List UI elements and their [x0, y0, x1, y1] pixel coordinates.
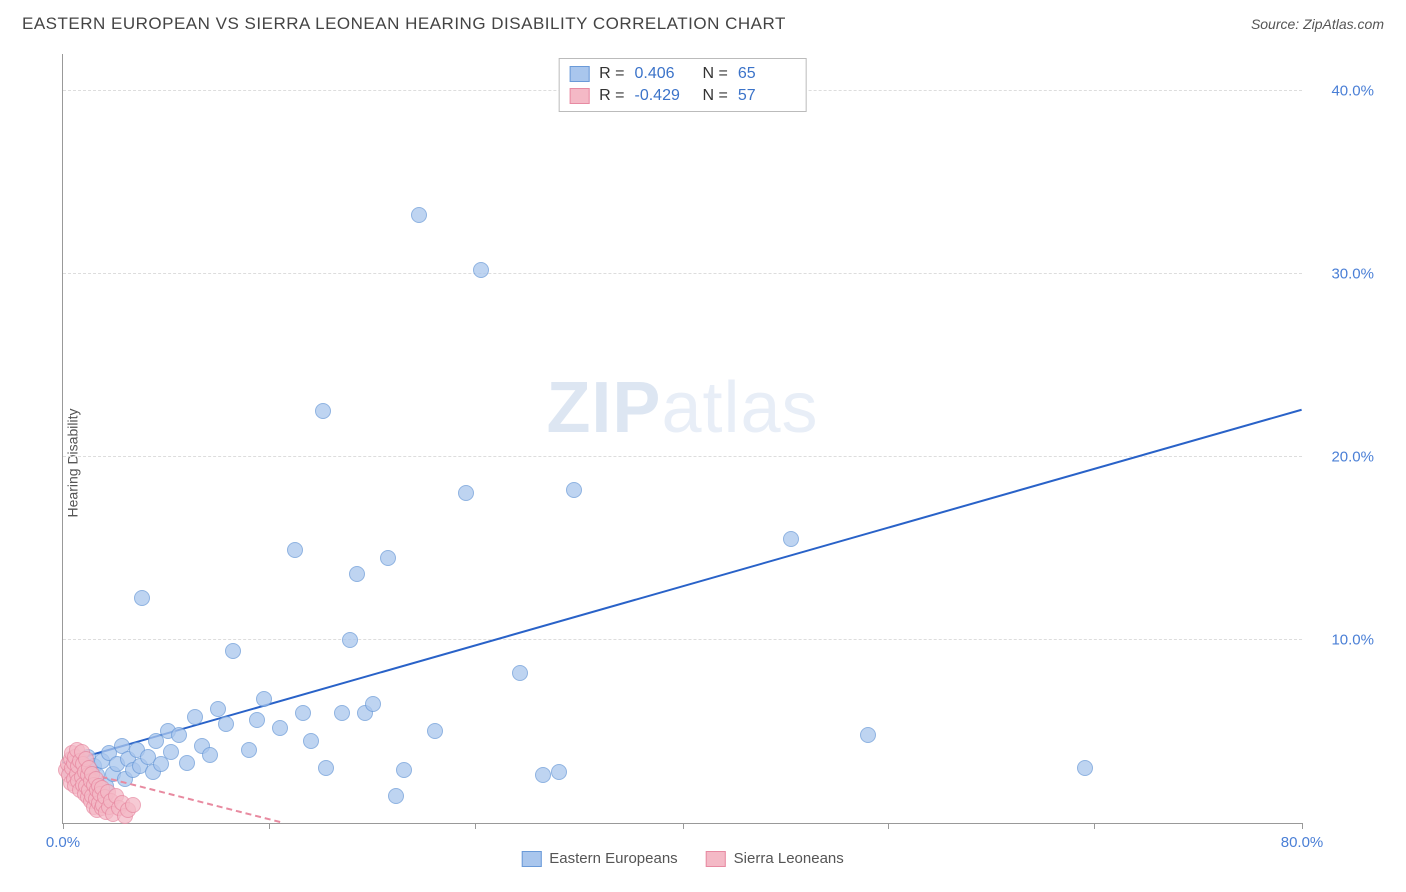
- data-point: [163, 744, 179, 760]
- y-tick-label: 10.0%: [1331, 631, 1374, 648]
- gridline: [63, 273, 1302, 274]
- data-point: [473, 262, 489, 278]
- data-point: [535, 767, 551, 783]
- data-point: [225, 643, 241, 659]
- series-swatch: [569, 88, 589, 104]
- plot-area: ZIPatlas R = 0.406 N = 65 R = -0.429 N =…: [62, 54, 1302, 824]
- data-point: [256, 691, 272, 707]
- stat-label-n: N =: [703, 65, 728, 83]
- legend-item: Sierra Leoneans: [706, 850, 844, 867]
- x-tick: [1094, 823, 1095, 829]
- stat-value-r: 0.406: [635, 65, 693, 83]
- stat-label-n: N =: [703, 87, 728, 105]
- legend-item: Eastern Europeans: [521, 850, 677, 867]
- data-point: [187, 709, 203, 725]
- stat-label-r: R =: [599, 65, 624, 83]
- series-swatch: [569, 66, 589, 82]
- data-point: [860, 727, 876, 743]
- data-point: [411, 207, 427, 223]
- data-point: [179, 755, 195, 771]
- data-point: [218, 716, 234, 732]
- data-point: [171, 727, 187, 743]
- data-point: [365, 696, 381, 712]
- data-point: [295, 705, 311, 721]
- y-tick-label: 30.0%: [1331, 265, 1374, 282]
- legend-label: Sierra Leoneans: [734, 850, 844, 867]
- x-tick: [475, 823, 476, 829]
- source-attribution: Source: ZipAtlas.com: [1251, 16, 1384, 32]
- data-point: [210, 701, 226, 717]
- x-tick: [888, 823, 889, 829]
- data-point: [134, 590, 150, 606]
- data-point: [551, 764, 567, 780]
- data-point: [396, 762, 412, 778]
- watermark-suffix: atlas: [661, 368, 818, 448]
- data-point: [287, 542, 303, 558]
- chart-header: EASTERN EUROPEAN VS SIERRA LEONEAN HEARI…: [0, 0, 1406, 42]
- x-tick: [63, 823, 64, 829]
- data-point: [249, 712, 265, 728]
- data-point: [512, 665, 528, 681]
- chart-title: EASTERN EUROPEAN VS SIERRA LEONEAN HEARI…: [22, 14, 786, 34]
- stats-row: R = 0.406 N = 65: [569, 63, 796, 85]
- series-swatch: [706, 851, 726, 867]
- data-point: [318, 760, 334, 776]
- data-point: [342, 632, 358, 648]
- stat-value-n: 65: [738, 65, 796, 83]
- data-point: [427, 723, 443, 739]
- series-legend: Eastern Europeans Sierra Leoneans: [521, 850, 844, 867]
- data-point: [315, 403, 331, 419]
- trend-line: [63, 409, 1303, 764]
- stat-value-r: -0.429: [635, 87, 693, 105]
- stat-label-r: R =: [599, 87, 624, 105]
- data-point: [566, 482, 582, 498]
- x-tick-label: 0.0%: [46, 834, 80, 851]
- data-point: [153, 756, 169, 772]
- data-point: [380, 550, 396, 566]
- x-tick: [269, 823, 270, 829]
- stat-value-n: 57: [738, 87, 796, 105]
- y-tick-label: 40.0%: [1331, 82, 1374, 99]
- data-point: [388, 788, 404, 804]
- data-point: [125, 797, 141, 813]
- stats-legend: R = 0.406 N = 65 R = -0.429 N = 57: [558, 58, 807, 112]
- watermark-prefix: ZIP: [546, 368, 661, 448]
- data-point: [272, 720, 288, 736]
- data-point: [241, 742, 257, 758]
- data-point: [458, 485, 474, 501]
- x-tick: [1302, 823, 1303, 829]
- data-point: [349, 566, 365, 582]
- data-point: [783, 531, 799, 547]
- data-point: [303, 733, 319, 749]
- gridline: [63, 639, 1302, 640]
- series-swatch: [521, 851, 541, 867]
- gridline: [63, 456, 1302, 457]
- stats-row: R = -0.429 N = 57: [569, 85, 796, 107]
- legend-label: Eastern Europeans: [549, 850, 677, 867]
- data-point: [202, 747, 218, 763]
- y-tick-label: 20.0%: [1331, 448, 1374, 465]
- data-point: [1077, 760, 1093, 776]
- x-tick-label: 80.0%: [1281, 834, 1324, 851]
- data-point: [334, 705, 350, 721]
- chart-container: Hearing Disability ZIPatlas R = 0.406 N …: [24, 46, 1382, 880]
- x-tick: [683, 823, 684, 829]
- watermark: ZIPatlas: [546, 367, 818, 449]
